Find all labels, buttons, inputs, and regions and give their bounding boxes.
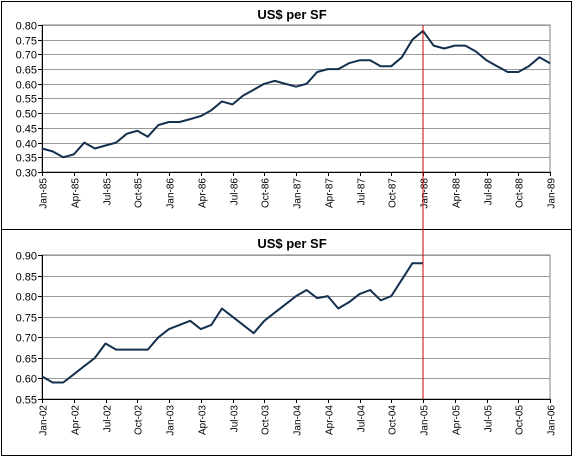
x-tick-label: Jan-05 <box>420 405 431 436</box>
x-tick-label: Apr-05 <box>452 405 463 435</box>
x-tick-label: Jan-86 <box>166 178 177 209</box>
chart-bottom-title: US$ per SF <box>257 236 326 251</box>
x-tick-label: Apr-87 <box>325 178 336 208</box>
x-tick-label: Jul-03 <box>230 405 241 433</box>
y-tick-label: 0.65 <box>16 354 37 366</box>
x-tick-label: Jul-87 <box>357 178 368 206</box>
y-tick-label: 0.55 <box>16 395 37 407</box>
x-tick-label: Jul-02 <box>103 405 114 433</box>
y-tick-label: 0.80 <box>16 292 37 304</box>
x-tick-label: Jul-05 <box>484 405 495 433</box>
series-line <box>41 29 551 159</box>
x-tick-label: Oct-03 <box>261 405 272 435</box>
chart-top: US$ per SF 0.300.350.400.450.500.550.600… <box>16 7 558 209</box>
chart-bottom: US$ per SF 0.550.600.650.700.750.800.850… <box>16 236 558 436</box>
y-tick-label: 0.40 <box>16 139 37 151</box>
x-tick-label: Oct-88 <box>515 178 526 208</box>
x-tick-label: Jan-03 <box>166 405 177 436</box>
x-tick-label: Apr-02 <box>71 405 82 435</box>
x-tick-label: Apr-03 <box>198 405 209 435</box>
x-tick-label: Jul-88 <box>484 178 495 206</box>
y-tick-label: 0.75 <box>16 313 37 325</box>
series-line <box>41 262 423 384</box>
x-tick-label: Oct-04 <box>388 405 399 435</box>
x-tick-label: Apr-88 <box>452 178 463 208</box>
y-tick-label: 0.55 <box>16 94 37 106</box>
x-tick-label: Jan-06 <box>547 405 558 436</box>
x-tick-label: Jul-85 <box>103 178 114 206</box>
y-tick-label: 0.45 <box>16 124 37 136</box>
x-tick-label: Jan-85 <box>39 178 50 209</box>
y-tick-label: 0.90 <box>16 251 37 263</box>
chart-bottom-plot-area: 0.55 0.60 0.65 0.70 0.75 0.80 0.85 0.90 Jan-02 Ap… <box>16 251 558 436</box>
y-tick-label: 0.30 <box>16 168 37 180</box>
x-tick-label: Oct-86 <box>261 178 272 208</box>
y-tick-label: 0.75 <box>16 36 37 48</box>
x-tick-label: Jan-87 <box>293 178 304 209</box>
x-tick-label: Oct-87 <box>388 178 399 208</box>
y-tick-label: 0.60 <box>16 80 37 92</box>
x-tick-label: Jul-86 <box>230 178 241 206</box>
x-tick-label: Jan-88 <box>420 178 431 209</box>
y-tick-label: 0.80 <box>16 21 37 33</box>
x-tick-label: Jan-02 <box>39 405 50 436</box>
x-tick-label: Jul-04 <box>357 405 368 433</box>
x-tick-label: Oct-05 <box>515 405 526 435</box>
x-tick-label: Oct-85 <box>134 178 145 208</box>
y-tick-label: 0.60 <box>16 374 37 386</box>
x-tick-label: Apr-85 <box>71 178 82 208</box>
x-tick-label: Jan-89 <box>547 178 558 209</box>
y-tick-label: 0.85 <box>16 272 37 284</box>
y-tick-label: 0.50 <box>16 109 37 121</box>
y-tick-label: 0.65 <box>16 65 37 77</box>
plot-background <box>41 254 551 400</box>
x-tick-label: Apr-04 <box>325 405 336 435</box>
chart-top-title: US$ per SF <box>257 7 326 22</box>
x-tick-label: Apr-86 <box>198 178 209 208</box>
chart-top-plot-area: 0.30 0.35 0.40 0.45 0.50 0.55 0.60 0.65 0.70 0.75… <box>16 21 558 209</box>
x-tick-label: Jan-04 <box>293 405 304 436</box>
y-tick-label: 0.70 <box>16 333 37 345</box>
y-tick-label: 0.70 <box>16 50 37 62</box>
x-tick-label: Oct-02 <box>134 405 145 435</box>
y-tick-label: 0.35 <box>16 153 37 165</box>
